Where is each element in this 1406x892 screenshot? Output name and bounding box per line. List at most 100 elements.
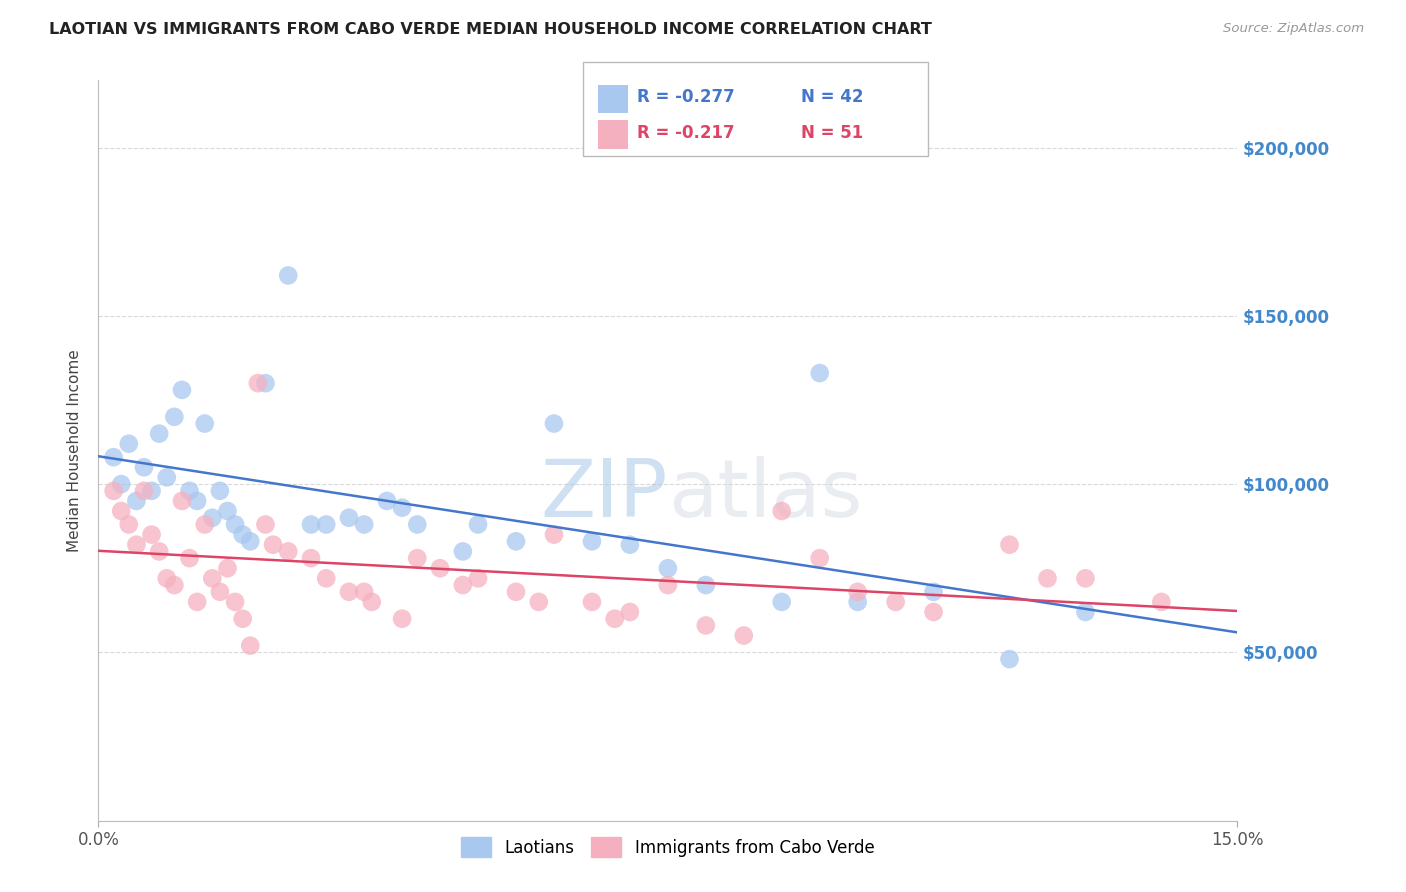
Point: [429, 561, 451, 575]
Point: [179, 551, 201, 566]
Text: LAOTIAN VS IMMIGRANTS FROM CABO VERDE MEDIAN HOUSEHOLD INCOME CORRELATION CHART: LAOTIAN VS IMMIGRANTS FROM CABO VERDE ME…: [49, 22, 932, 37]
Point: [110, 504, 132, 518]
Point: [808, 366, 831, 380]
Point: [186, 595, 208, 609]
Point: [846, 595, 869, 609]
Point: [201, 510, 224, 524]
Point: [770, 595, 793, 609]
Point: [156, 470, 179, 484]
Point: [163, 578, 186, 592]
Point: [467, 571, 489, 585]
Point: [375, 494, 398, 508]
Point: [619, 538, 641, 552]
Point: [186, 494, 208, 508]
Point: [657, 561, 679, 575]
Point: [543, 417, 565, 431]
Point: [239, 534, 262, 549]
Point: [543, 527, 565, 541]
Point: [1074, 605, 1097, 619]
Point: [657, 578, 679, 592]
Y-axis label: Median Household Income: Median Household Income: [67, 349, 83, 552]
Text: R = -0.277: R = -0.277: [637, 88, 735, 106]
Point: [581, 595, 603, 609]
Point: [194, 417, 217, 431]
Point: [163, 409, 186, 424]
Point: [217, 504, 239, 518]
Point: [277, 268, 299, 283]
Point: [467, 517, 489, 532]
Point: [148, 544, 170, 558]
Point: [505, 584, 527, 599]
Point: [353, 584, 375, 599]
Point: [619, 605, 641, 619]
Point: [194, 517, 217, 532]
Point: [315, 517, 337, 532]
Point: [391, 612, 413, 626]
Point: [337, 584, 360, 599]
Point: [125, 494, 148, 508]
Point: [239, 639, 262, 653]
Point: [132, 460, 155, 475]
Point: [337, 510, 360, 524]
Point: [451, 578, 474, 592]
Point: [695, 578, 717, 592]
Point: [224, 517, 246, 532]
Point: [170, 383, 193, 397]
Text: N = 51: N = 51: [801, 124, 863, 142]
Point: [246, 376, 269, 391]
Point: [922, 605, 945, 619]
Text: R = -0.217: R = -0.217: [637, 124, 734, 142]
Point: [846, 584, 869, 599]
Point: [581, 534, 603, 549]
Point: [884, 595, 907, 609]
Point: [406, 517, 429, 532]
Point: [277, 544, 299, 558]
Point: [170, 494, 193, 508]
Point: [1074, 571, 1097, 585]
Text: Source: ZipAtlas.com: Source: ZipAtlas.com: [1223, 22, 1364, 36]
Point: [406, 551, 429, 566]
Point: [998, 538, 1021, 552]
Text: ZIP: ZIP: [540, 456, 668, 534]
Point: [1150, 595, 1173, 609]
Point: [232, 612, 254, 626]
Point: [695, 618, 717, 632]
Legend: Laotians, Immigrants from Cabo Verde: Laotians, Immigrants from Cabo Verde: [454, 830, 882, 864]
Point: [527, 595, 550, 609]
Point: [922, 584, 945, 599]
Point: [118, 517, 141, 532]
Point: [110, 477, 132, 491]
Point: [391, 500, 413, 515]
Point: [201, 571, 224, 585]
Point: [232, 527, 254, 541]
Point: [141, 527, 163, 541]
Point: [353, 517, 375, 532]
Point: [254, 517, 277, 532]
Point: [217, 561, 239, 575]
Point: [603, 612, 626, 626]
Text: atlas: atlas: [668, 456, 862, 534]
Point: [208, 483, 231, 498]
Point: [770, 504, 793, 518]
Point: [148, 426, 170, 441]
Point: [103, 483, 125, 498]
Point: [208, 584, 231, 599]
Point: [224, 595, 246, 609]
Point: [299, 551, 322, 566]
Text: N = 42: N = 42: [801, 88, 863, 106]
Point: [254, 376, 277, 391]
Point: [733, 628, 755, 642]
Point: [118, 436, 141, 450]
Point: [808, 551, 831, 566]
Point: [998, 652, 1021, 666]
Point: [315, 571, 337, 585]
Point: [156, 571, 179, 585]
Point: [141, 483, 163, 498]
Point: [299, 517, 322, 532]
Point: [103, 450, 125, 465]
Point: [505, 534, 527, 549]
Point: [262, 538, 284, 552]
Point: [179, 483, 201, 498]
Point: [1036, 571, 1059, 585]
Point: [125, 538, 148, 552]
